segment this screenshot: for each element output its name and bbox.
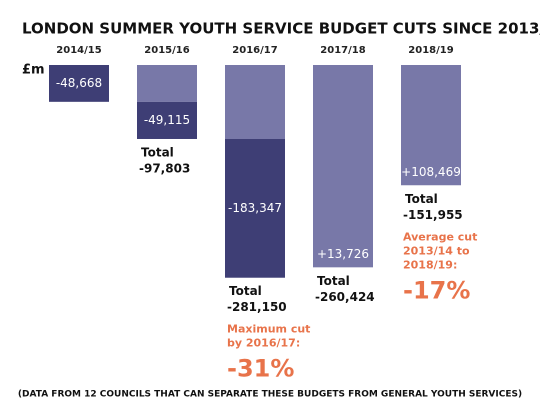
annotation-text: 2018/19: xyxy=(403,258,457,271)
change-label: -48,668 xyxy=(56,76,102,90)
total-label: -281,150 xyxy=(227,300,287,314)
total-word: Total xyxy=(317,274,350,288)
annotation-figure: -31% xyxy=(227,355,294,383)
total-bar xyxy=(313,65,373,268)
total-label: -260,424 xyxy=(315,290,375,304)
total-word: Total xyxy=(141,145,174,159)
total-label: -151,955 xyxy=(403,208,463,222)
previous-total-bar xyxy=(137,65,197,102)
change-bar xyxy=(49,65,109,102)
year-label: 2015/16 xyxy=(144,45,189,56)
change-label: +108,469 xyxy=(401,165,461,179)
year-label: 2014/15 xyxy=(56,45,101,56)
total-word: Total xyxy=(229,284,262,298)
change-label: -183,347 xyxy=(228,201,282,215)
chart-title: LONDON SUMMER YOUTH SERVICE BUDGET CUTS … xyxy=(22,20,540,38)
annotation-figure: -17% xyxy=(403,276,470,304)
footnote: (DATA FROM 12 COUNCILS THAT CAN SEPARATE… xyxy=(18,390,522,400)
unit-label: £m xyxy=(22,63,45,78)
total-bar xyxy=(401,65,461,186)
total-label: -97,803 xyxy=(139,161,190,175)
change-label: -49,115 xyxy=(144,113,190,127)
annotation-text: 2013/14 to xyxy=(403,244,470,257)
year-label: 2018/19 xyxy=(408,45,453,56)
total-word: Total xyxy=(405,192,438,206)
year-label: 2017/18 xyxy=(320,45,365,56)
change-bar xyxy=(137,101,197,139)
annotation-text: Average cut xyxy=(403,230,477,243)
previous-total-bar xyxy=(225,65,285,139)
annotation-text: Maximum cut xyxy=(227,323,310,336)
change-label: +13,726 xyxy=(317,247,369,261)
year-label: 2016/17 xyxy=(232,45,277,56)
change-bar xyxy=(225,138,285,278)
annotation-text: by 2016/17: xyxy=(227,337,300,350)
